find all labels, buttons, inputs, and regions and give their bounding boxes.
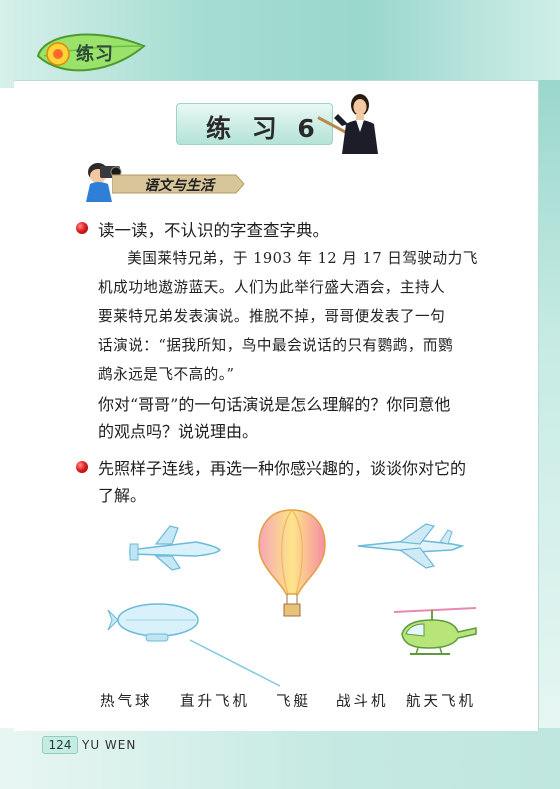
exercise1-prompt: 读一读，不认识的字查查字典。 — [98, 221, 329, 240]
bullet-icon — [76, 461, 88, 473]
label-airship: 飞艇 — [276, 694, 311, 710]
label-fighter-jet: 战斗机 — [336, 694, 389, 710]
teacher-illustration — [334, 94, 378, 154]
example-match-line — [189, 639, 281, 687]
prompt-line: 了解。 — [98, 486, 147, 505]
passage-line: 要莱特兄弟发表演说。推脱不掉，哥哥便发表了一句 — [98, 308, 446, 325]
exercise1-passage: 美国莱特兄弟，于 1903 年 12 月 17 日驾驶动力飞 机成功地遨游蓝天。… — [98, 244, 488, 389]
passage-line: 话演说：“据我所知，鸟中最会说话的只有鹦鹉，而鹦 — [98, 337, 454, 354]
helicopter-image — [393, 607, 477, 655]
hot-air-balloon-image — [258, 509, 326, 617]
bullet-icon — [76, 222, 88, 234]
exercise-banner-title: 练 习 6 — [206, 114, 321, 143]
airship-image — [107, 603, 199, 642]
right-decor-band — [535, 80, 560, 740]
label-space-shuttle: 航天飞机 — [406, 694, 476, 710]
label-hot-air-balloon: 热气球 — [100, 694, 153, 710]
label-helicopter: 直升飞机 — [180, 694, 250, 710]
question-line: 你对“哥哥”的一句话演说是怎么理解的？你同意他 — [98, 395, 451, 414]
prompt-line: 先照样子连线，再选一种你感兴趣的，谈谈你对它的 — [98, 459, 467, 478]
leaf-badge-icon — [36, 33, 146, 72]
page-number: 124 — [42, 736, 78, 754]
subject-label: YU WEN — [82, 738, 137, 752]
question-line: 的观点吗？说说理由。 — [98, 422, 259, 441]
exercise2-prompt: 先照样子连线，再选一种你感兴趣的，谈谈你对它的 了解。 — [98, 455, 498, 509]
passage-line: 美国莱特兄弟，于 1903 年 12 月 17 日驾驶动力飞 — [127, 250, 478, 267]
fighter-jet-image — [357, 523, 464, 569]
subsection-title: 语文与生活 — [144, 178, 214, 194]
bottom-decor-band — [0, 728, 560, 789]
section-title: 练习 — [76, 44, 114, 65]
subsection-bar — [112, 174, 244, 194]
passage-line: 鹉永远是飞不高的。” — [98, 366, 235, 383]
passage-line: 机成功地遨游蓝天。人们为此举行盛大酒会，主持人 — [98, 279, 446, 296]
space-shuttle-image — [129, 525, 222, 571]
exercise1-question: 你对“哥哥”的一句话演说是怎么理解的？你同意他 的观点吗？说说理由。 — [98, 391, 494, 445]
